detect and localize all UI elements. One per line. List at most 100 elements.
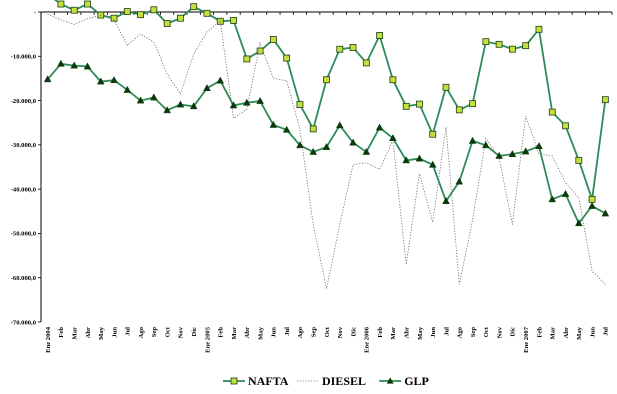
data-point — [322, 142, 331, 150]
x-tick-label: Oct — [324, 326, 331, 337]
x-tick-label: May — [576, 326, 583, 340]
x-tick-label: Nov — [178, 326, 185, 338]
data-point — [601, 209, 610, 217]
data-point — [123, 85, 132, 93]
data-point — [43, 75, 52, 83]
x-tick-label: Ago — [457, 326, 464, 338]
x-tick-label: Sep — [151, 327, 158, 338]
data-point — [123, 8, 131, 15]
data-point — [588, 201, 596, 209]
y-tick-label: -10.000,0 — [11, 54, 37, 61]
x-tick-label: Jul — [284, 327, 291, 336]
x-tick-label: Feb — [58, 327, 65, 338]
y-tick-label: - — [34, 9, 36, 16]
data-point — [256, 96, 264, 104]
x-tick-label: Sep — [470, 327, 477, 338]
data-point — [588, 195, 596, 203]
data-point — [562, 122, 569, 130]
series-diesel — [47, 13, 606, 289]
series-line-nafta — [53, 0, 607, 200]
data-point — [110, 76, 118, 84]
data-point — [243, 98, 251, 106]
data-point — [362, 147, 371, 155]
data-point — [574, 219, 583, 227]
series-glp — [43, 59, 610, 227]
x-tick-label: Jun — [589, 327, 596, 338]
x-tick-label: May — [98, 326, 105, 340]
x-tick-label: Abr — [403, 327, 410, 338]
data-point — [96, 77, 105, 85]
y-tick-label: -40.000,0 — [11, 186, 37, 193]
y-tick-label: -20.000,0 — [11, 98, 37, 105]
x-tick-label: Abr — [85, 327, 92, 338]
x-tick-label: Mar — [231, 327, 238, 340]
x-tick-label: Dic — [191, 327, 198, 337]
y-tick-label: -50.000,0 — [11, 231, 37, 238]
x-tick-label: Nov — [496, 326, 503, 338]
data-point — [509, 45, 516, 53]
data-point — [97, 11, 105, 19]
legend-marker-glp — [386, 377, 394, 384]
data-point — [83, 62, 92, 70]
axes — [38, 11, 613, 323]
data-point — [495, 151, 503, 159]
data-point — [402, 102, 410, 110]
data-point — [522, 42, 530, 50]
data-point — [189, 102, 198, 110]
data-point — [57, 0, 65, 8]
data-point — [376, 32, 384, 39]
legend: NAFTA DIESEL GLP — [223, 374, 429, 388]
x-tick-label: Oct — [164, 326, 171, 337]
data-point — [84, 0, 91, 8]
data-point — [269, 36, 277, 43]
y-tick-labels: - -10.000,0 -20.000,0 -30.000,0 -40.000,0 -50… — [11, 9, 37, 326]
x-tick-label: Ene 2007 — [523, 326, 530, 353]
x-tick-label: Oct — [483, 326, 490, 337]
data-point — [389, 134, 397, 142]
data-point — [256, 47, 264, 55]
x-tick-label: Nov — [337, 326, 344, 338]
x-tick-label: Feb — [377, 327, 384, 338]
data-point — [203, 9, 211, 17]
x-tick-label: Dic — [350, 327, 357, 337]
x-tick-label: Jun — [430, 327, 437, 338]
data-point — [362, 59, 370, 67]
x-tick-labels: Ene 2004 Feb Mar Abr May Jun Jul Ago Sep Oct Nov Di… — [45, 326, 610, 353]
x-tick-label: Abr — [563, 327, 570, 338]
x-tick-label: Ene 2005 — [204, 326, 211, 353]
data-point — [535, 142, 543, 150]
x-tick-label: Mar — [550, 327, 557, 340]
data-point — [575, 156, 583, 164]
data-point — [163, 106, 171, 114]
data-point — [415, 154, 424, 162]
data-point — [495, 40, 503, 48]
data-point — [163, 20, 171, 27]
data-point — [309, 125, 317, 133]
x-tick-label: Ene 2006 — [364, 326, 371, 353]
data-point — [482, 141, 490, 149]
x-tick-label: Jun — [111, 327, 118, 338]
x-tick-label: Jul — [603, 327, 610, 336]
x-tick-label: Feb — [218, 327, 225, 338]
data-point — [521, 147, 530, 155]
x-tick-label: Jul — [443, 327, 450, 336]
data-point — [229, 101, 238, 109]
x-tick-label: Dic — [510, 327, 517, 337]
data-point — [296, 101, 304, 108]
data-point — [535, 25, 543, 33]
data-point — [548, 195, 557, 203]
data-point — [468, 136, 477, 144]
data-point — [70, 6, 78, 14]
data-point — [335, 121, 344, 129]
series-group — [43, 0, 610, 289]
x-tick-label: Jun — [271, 327, 278, 338]
legend-item-diesel: DIESEL — [297, 374, 366, 388]
legend-item-nafta: NAFTA — [223, 374, 289, 388]
legend-label-glp: GLP — [404, 374, 429, 388]
data-point — [349, 138, 357, 146]
data-point — [482, 38, 490, 46]
data-point — [402, 156, 410, 164]
data-point — [150, 93, 158, 101]
series-nafta — [53, 0, 609, 203]
